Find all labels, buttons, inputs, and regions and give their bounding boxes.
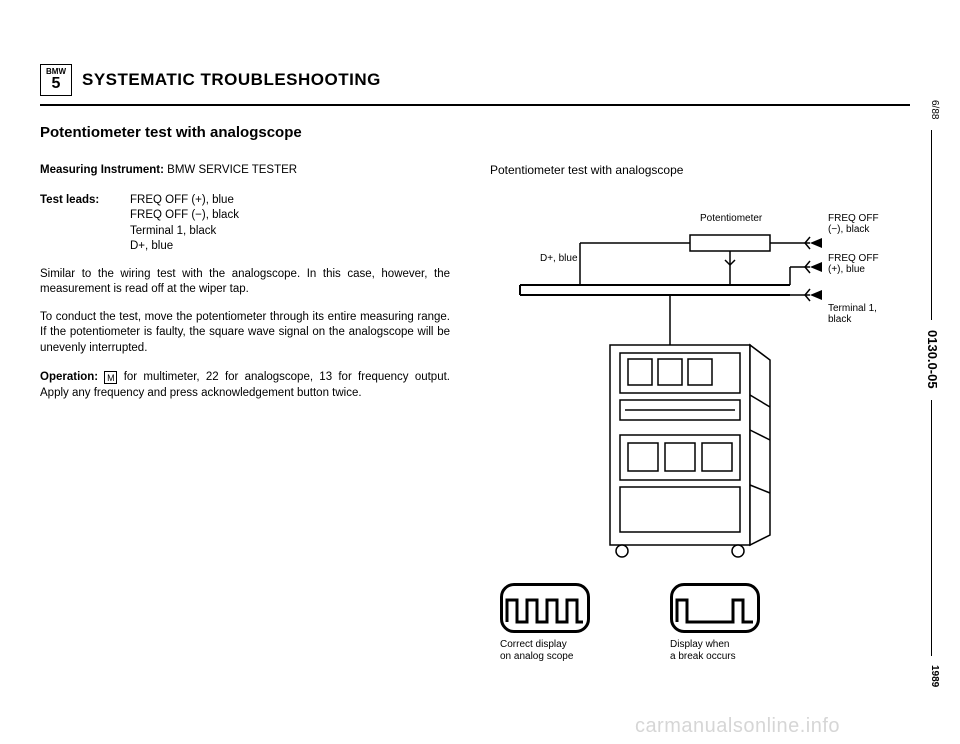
instrument-label: Measuring Instrument: <box>40 164 164 176</box>
scope-displays: Correct display on analog scope Display … <box>500 583 910 663</box>
watermark: carmanualsonline.info <box>635 715 840 738</box>
scope-correct-caption: Correct display on analog scope <box>500 639 600 663</box>
scope-break: Display when a break occurs <box>670 583 770 663</box>
text-column: Measuring Instrument: BMW SERVICE TESTER… <box>40 163 450 663</box>
leads-label: Test leads: <box>40 193 130 255</box>
paragraph: To conduct the test, move the potentiome… <box>40 310 450 357</box>
instrument-value: BMW SERVICE TESTER <box>167 164 297 176</box>
m-box-icon: M <box>104 371 117 384</box>
margin-year: 1989 <box>929 665 940 687</box>
wiring-diagram: Potentiometer FREQ OFF (−), black FREQ O… <box>490 195 890 565</box>
lead-item: Terminal 1, black <box>130 224 239 240</box>
margin-date: 6/88 <box>929 100 940 119</box>
badge-series: 5 <box>52 76 61 92</box>
operation-text: for multimeter, 22 for analogscope, 13 f… <box>40 371 450 399</box>
figure-title: Potentiometer test with analogscope <box>490 163 910 177</box>
paragraph: Similar to the wiring test with the anal… <box>40 267 450 298</box>
label-potentiometer: Potentiometer <box>700 213 762 224</box>
operation-row: Operation: M for multimeter, 22 for anal… <box>40 370 450 401</box>
scope-break-screen <box>670 583 760 633</box>
test-leads: Test leads: FREQ OFF (+), blue FREQ OFF … <box>40 193 450 255</box>
label-d-plus: D+, blue <box>540 253 578 264</box>
margin-line <box>931 400 932 656</box>
label-freq-off-neg: FREQ OFF (−), black <box>828 213 879 235</box>
margin-line <box>931 130 932 320</box>
operation-label: Operation: <box>40 371 98 383</box>
instrument-row: Measuring Instrument: BMW SERVICE TESTER <box>40 163 450 179</box>
figure-column: Potentiometer test with analogscope <box>490 163 910 663</box>
label-freq-off-pos: FREQ OFF (+), blue <box>828 253 879 275</box>
margin-code: 0130.0-05 <box>925 330 940 389</box>
header-title: SYSTEMATIC TROUBLESHOOTING <box>82 70 381 94</box>
scope-correct: Correct display on analog scope <box>500 583 600 663</box>
page-subtitle: Potentiometer test with analogscope <box>40 124 910 141</box>
lead-item: FREQ OFF (+), blue <box>130 193 239 209</box>
lead-item: FREQ OFF (−), black <box>130 208 239 224</box>
header: BMW 5 SYSTEMATIC TROUBLESHOOTING <box>40 70 910 106</box>
scope-break-caption: Display when a break occurs <box>670 639 770 663</box>
scope-correct-screen <box>500 583 590 633</box>
bmw-badge: BMW 5 <box>40 64 72 96</box>
lead-item: D+, blue <box>130 239 239 255</box>
label-terminal1: Terminal 1, black <box>828 303 877 325</box>
